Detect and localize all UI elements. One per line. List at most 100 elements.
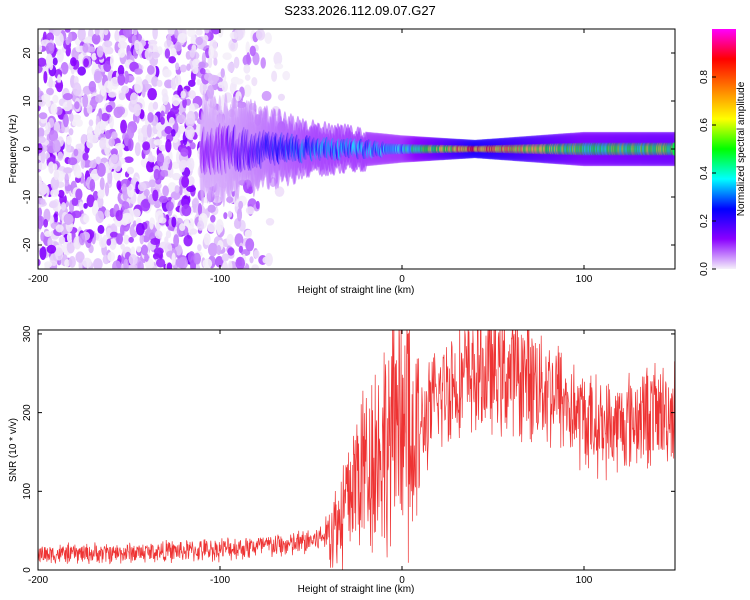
noise-cell <box>117 35 127 43</box>
y-tick-label: -20 <box>22 237 33 252</box>
noise-cell <box>179 159 188 169</box>
noise-cell <box>221 253 230 262</box>
noise-cell <box>110 148 118 156</box>
noise-cell <box>43 218 49 228</box>
noise-cell <box>147 87 158 101</box>
noise-cell <box>179 223 186 232</box>
noise-cell <box>78 232 86 246</box>
noise-cell <box>183 234 193 247</box>
noise-cell <box>222 52 232 60</box>
noise-cell <box>197 203 203 216</box>
noise-cell <box>52 139 61 153</box>
noise-cell <box>63 167 73 174</box>
noise-cell <box>176 114 186 124</box>
noise-cell <box>127 264 138 269</box>
noise-cell <box>282 70 291 81</box>
noise-cell <box>88 119 94 127</box>
noise-cell <box>97 121 107 131</box>
noise-cell <box>38 259 41 267</box>
colorbar-ticks: 0.0 0.2 0.4 0.6 0.8 <box>699 70 716 276</box>
noise-cell <box>165 230 172 239</box>
noise-cell <box>195 29 203 36</box>
noise-cell <box>38 44 43 52</box>
y-tick-label: 20 <box>22 47 33 59</box>
noise-cell <box>182 97 187 109</box>
noise-cell <box>40 150 46 164</box>
noise-cell <box>109 115 115 129</box>
noise-cell <box>106 238 112 246</box>
noise-cell <box>103 29 109 36</box>
noise-cell <box>210 214 216 223</box>
noise-cell <box>162 185 169 197</box>
noise-cell <box>274 186 285 197</box>
noise-cell <box>123 156 134 164</box>
noise-cell <box>148 43 158 53</box>
x-tick-label: -100 <box>210 575 230 586</box>
noise-cell <box>176 150 181 165</box>
x-tick-label: -200 <box>28 274 48 285</box>
noise-cell <box>119 224 125 237</box>
noise-cell <box>118 92 126 101</box>
noise-cell <box>38 87 41 97</box>
noise-cell <box>55 224 64 233</box>
noise-cell <box>103 40 113 48</box>
noise-cell <box>271 70 278 82</box>
noise-cell <box>140 199 151 212</box>
noise-cell <box>50 103 58 116</box>
noise-cell <box>132 208 141 218</box>
y-tick-label: 10 <box>22 95 33 107</box>
noise-cell <box>234 78 244 85</box>
noise-cell <box>88 80 97 93</box>
noise-cell <box>174 185 180 194</box>
noise-cell <box>177 32 188 44</box>
noise-cell <box>245 238 255 252</box>
noise-cell <box>188 157 195 172</box>
noise-cell <box>227 260 233 269</box>
noise-cell <box>261 90 272 101</box>
noise-cell <box>107 170 113 185</box>
noise-cell <box>45 99 51 108</box>
noise-cell <box>153 139 163 146</box>
noise-cell <box>71 210 82 219</box>
noise-cell <box>207 204 216 213</box>
noise-cell <box>77 29 86 41</box>
noise-cell <box>137 261 144 269</box>
noise-cell <box>211 29 221 35</box>
noise-cell <box>83 202 88 209</box>
noise-cell <box>62 93 73 101</box>
noise-cell <box>226 233 234 246</box>
noise-cell <box>86 104 93 115</box>
noise-cell <box>153 168 160 181</box>
noise-cell <box>114 29 120 42</box>
noise-cell <box>197 244 202 252</box>
noise-cell <box>249 256 254 264</box>
noise-cell <box>107 251 116 262</box>
noise-cell <box>162 93 169 106</box>
noise-cell <box>48 130 59 142</box>
snr-x-ticks: -200 -100 0 100 <box>28 330 593 586</box>
noise-cell <box>50 176 60 191</box>
noise-cell <box>244 74 251 81</box>
noise-cell <box>68 128 74 136</box>
x-tick-label: 0 <box>399 575 405 586</box>
noise-cell <box>96 162 106 177</box>
noise-cell <box>150 237 160 246</box>
noise-cell <box>199 67 206 75</box>
noise-cell <box>168 56 177 64</box>
spectrogram-x-ticks: -200 -100 0 100 <box>28 29 593 285</box>
noise-cell <box>227 210 233 218</box>
noise-cell <box>49 200 58 209</box>
noise-cell <box>158 195 168 204</box>
noise-cell <box>101 112 110 122</box>
noise-cell <box>223 212 228 220</box>
colorbar-tick-label: 0.0 <box>699 262 710 276</box>
noise-cell <box>165 201 174 212</box>
spectrogram-y-ticks: -20 -10 0 10 20 <box>22 47 675 252</box>
noise-cell <box>97 224 105 234</box>
noise-cell <box>152 101 159 110</box>
spectrogram-x-label: Height of straight line (km) <box>298 285 415 296</box>
noise-cell <box>174 41 182 52</box>
noise-cell <box>123 234 130 245</box>
noise-cell <box>129 92 138 105</box>
